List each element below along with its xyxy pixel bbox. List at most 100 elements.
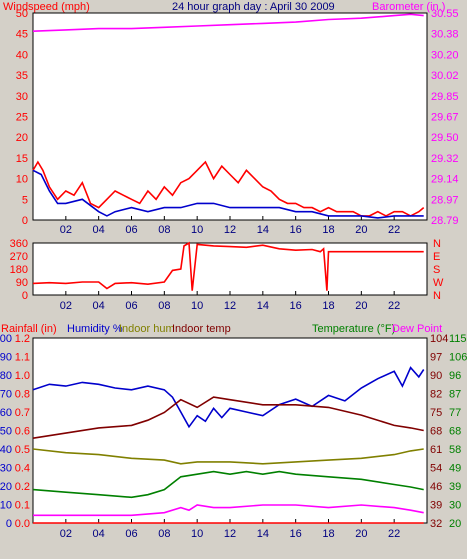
compass-tick-label: N (433, 238, 441, 250)
temperature-tick-label: 106 (449, 352, 467, 364)
rainfall-tick-label: 0.0 (15, 518, 30, 530)
temperature-tick-label: 58 (449, 444, 461, 456)
humidity-tick-label: 90 (0, 352, 12, 364)
rainfall-tick-label: 0.7 (15, 407, 30, 419)
temperature-tick-label: 39 (449, 481, 461, 493)
x-tick-label: 02 (60, 300, 72, 312)
indoor-temp-tick-label: 90 (430, 370, 442, 382)
x-tick-label: 20 (355, 224, 367, 236)
compass-tick-label: S (433, 264, 440, 276)
temperature-tick-label: 68 (449, 426, 461, 438)
x-tick-label: 10 (191, 528, 203, 540)
windspeed-tick-label: 20 (16, 132, 28, 144)
indoor-temp-tick-label: 97 (430, 352, 442, 364)
x-tick-label: 14 (257, 528, 269, 540)
barometer-tick-label: 30.20 (431, 49, 459, 61)
indoor-temp-tick-label: 54 (430, 463, 442, 475)
x-tick-label: 14 (257, 224, 269, 236)
barometer-tick-label: 28.97 (431, 194, 459, 206)
humidity-tick-label: 50 (0, 426, 12, 438)
windspeed-tick-label: 35 (16, 70, 28, 82)
x-tick-label: 08 (158, 528, 170, 540)
windspeed-tick-label: 25 (16, 112, 28, 124)
series-line-2-3 (32, 470, 424, 499)
humidity-tick-label: 80 (0, 370, 12, 382)
humidity-tick-label: 20 (0, 481, 12, 493)
barometer-axis-label: Barometer (in.) (372, 1, 445, 13)
temperature-tick-label: 49 (449, 463, 461, 475)
rainfall-tick-label: 1.2 (15, 333, 30, 345)
x-tick-label: 16 (290, 528, 302, 540)
windspeed-tick-label: 10 (16, 174, 28, 186)
rainfall-tick-label: 0.6 (15, 426, 30, 438)
barometer-tick-label: 29.50 (431, 132, 459, 144)
x-tick-label: 04 (93, 528, 105, 540)
climate-panel-plot-area (32, 337, 428, 524)
indoor-temp-tick-label: 68 (430, 426, 442, 438)
windspeed-tick-label: 40 (16, 49, 28, 61)
indoor-temp-tick-label: 46 (430, 481, 442, 493)
x-tick-label: 10 (191, 224, 203, 236)
indoor-temp-tick-label: 75 (430, 407, 442, 419)
rainfall-tick-label: 0.4 (15, 463, 30, 475)
series-line-0-1 (32, 169, 424, 219)
rainfall-tick-label: 0.1 (15, 500, 30, 512)
x-tick-label: 06 (125, 300, 137, 312)
series-line-2-1 (32, 448, 424, 465)
compass-tick-label: E (433, 251, 440, 263)
compass-tick-label: W (433, 277, 444, 289)
direction-tick-label: 270 (10, 251, 28, 263)
windspeed-tick-label: 45 (16, 29, 28, 41)
barometer-tick-label: 29.67 (431, 112, 459, 124)
x-tick-label: 18 (322, 528, 334, 540)
x-tick-label: 20 (355, 300, 367, 312)
legend-indoor-temp: Indoor temp (172, 323, 231, 335)
barometer-tick-label: 30.55 (431, 8, 459, 20)
rainfall-tick-label: 1.0 (15, 370, 30, 382)
barometer-tick-label: 29.85 (431, 91, 459, 103)
barometer-tick-label: 30.02 (431, 70, 459, 82)
x-tick-label: 16 (290, 300, 302, 312)
direction-panel-plot-area (32, 242, 428, 296)
x-tick-label: 04 (93, 300, 105, 312)
x-tick-label: 06 (125, 528, 137, 540)
windspeed-tick-label: 15 (16, 153, 28, 165)
humidity-tick-label: 100 (0, 333, 12, 345)
indoor-temp-tick-label: 104 (430, 333, 448, 345)
series-line-1-0 (32, 241, 424, 291)
x-tick-label: 06 (125, 224, 137, 236)
x-tick-label: 22 (388, 300, 400, 312)
legend-rainfall: Rainfall (in) (1, 323, 57, 335)
direction-tick-label: 180 (10, 264, 28, 276)
windspeed-tick-label: 0 (22, 215, 28, 227)
barometer-tick-label: 29.32 (431, 153, 459, 165)
direction-tick-label: 90 (16, 277, 28, 289)
temperature-tick-label: 20 (449, 518, 461, 530)
indoor-temp-tick-label: 32 (430, 518, 442, 530)
series-line-2-0 (32, 366, 425, 429)
x-tick-label: 10 (191, 300, 203, 312)
rainfall-tick-label: 0.2 (15, 481, 30, 493)
barometer-tick-label: 30.38 (431, 29, 459, 41)
x-tick-label: 16 (290, 224, 302, 236)
legend-humidity: Humidity % (67, 323, 123, 335)
chart-marks: 0 5 10 15 20 25 30 35 40 45 50 28.79 28.97 29.14 29.32… (0, 8, 467, 540)
temperature-tick-label: 96 (449, 370, 461, 382)
humidity-tick-label: 60 (0, 407, 12, 419)
x-tick-label: 04 (93, 224, 105, 236)
windspeed-tick-label: 50 (16, 8, 28, 20)
rainfall-tick-label: 1.1 (15, 352, 30, 364)
windspeed-tick-label: 5 (22, 194, 28, 206)
temperature-tick-label: 87 (449, 389, 461, 401)
rainfall-tick-label: 0.5 (15, 444, 30, 456)
x-tick-label: 12 (224, 300, 236, 312)
barometer-tick-label: 29.14 (431, 174, 459, 186)
humidity-tick-label: 70 (0, 389, 12, 401)
indoor-temp-tick-label: 61 (430, 444, 442, 456)
x-tick-label: 18 (322, 224, 334, 236)
x-tick-label: 02 (60, 528, 72, 540)
barometer-tick-label: 28.79 (431, 215, 459, 227)
rainfall-tick-label: 0.8 (15, 389, 30, 401)
